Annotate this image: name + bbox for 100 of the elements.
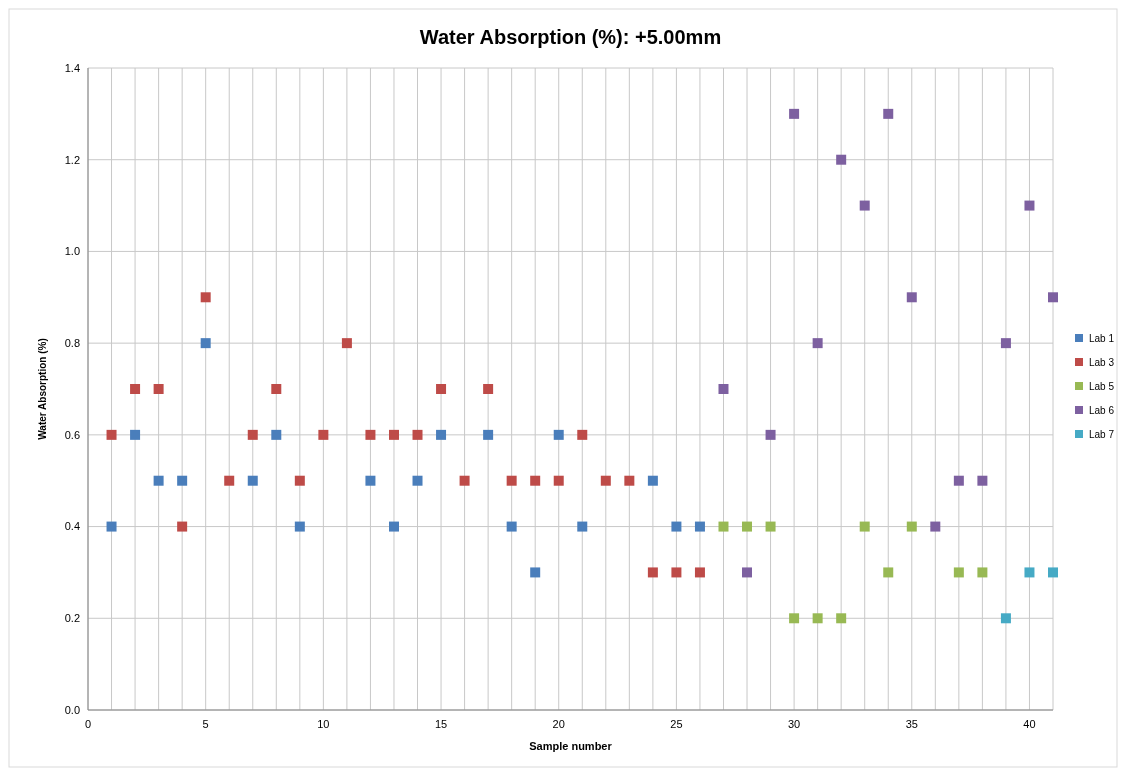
x-tick-label: 35	[905, 718, 918, 730]
point	[130, 429, 141, 440]
point	[647, 567, 658, 578]
point	[506, 475, 517, 486]
point	[765, 521, 776, 532]
point	[130, 384, 141, 394]
point	[200, 338, 211, 349]
point	[789, 613, 800, 624]
point	[671, 567, 682, 578]
point	[271, 384, 282, 394]
point	[742, 567, 753, 578]
point	[812, 613, 823, 624]
point	[600, 475, 611, 486]
point	[177, 521, 188, 532]
point	[388, 521, 399, 532]
point	[106, 521, 117, 532]
point	[530, 567, 541, 578]
point	[341, 338, 352, 349]
point	[294, 475, 305, 486]
y-axis-title: Water Absorption (%)	[37, 338, 48, 440]
point	[459, 475, 470, 486]
point	[953, 475, 964, 486]
point	[859, 521, 870, 532]
point	[836, 154, 847, 165]
x-tick-label: 0	[84, 718, 92, 730]
point	[883, 567, 894, 578]
point	[153, 475, 164, 486]
point	[1000, 338, 1011, 349]
point	[906, 521, 917, 532]
point	[412, 429, 423, 440]
y-tick-label: 0.0	[64, 703, 80, 716]
legend-label: Lab 6	[1089, 404, 1115, 416]
point	[953, 567, 964, 578]
x-tick-label: 20	[552, 718, 565, 730]
point	[200, 292, 211, 303]
point	[177, 475, 188, 486]
point	[577, 521, 588, 532]
point	[1048, 567, 1058, 578]
x-tick-label: 15	[434, 718, 448, 730]
chart-title: Water Absorption (%): +5.00mm	[419, 26, 722, 48]
point	[742, 521, 753, 532]
point	[412, 475, 423, 486]
point	[436, 429, 447, 440]
y-tick-label: 0.6	[64, 428, 80, 441]
point	[224, 475, 235, 486]
x-tick-label: 5	[202, 718, 209, 730]
x-tick-label: 25	[670, 718, 683, 730]
point	[789, 108, 800, 119]
point	[624, 475, 635, 486]
point	[718, 521, 729, 532]
point	[977, 475, 988, 486]
x-axis-title: Sample number	[529, 740, 613, 752]
point	[859, 200, 870, 211]
point	[1048, 292, 1058, 303]
point	[671, 521, 682, 532]
point	[930, 521, 941, 532]
point	[647, 475, 658, 486]
legend-label: Lab 3	[1089, 356, 1115, 368]
point	[1024, 200, 1035, 211]
point	[365, 429, 376, 440]
legend-label: Lab 7	[1089, 428, 1115, 440]
point	[483, 429, 494, 440]
point	[553, 429, 564, 440]
point	[436, 384, 447, 394]
x-tick-label: 10	[317, 718, 330, 730]
point	[506, 521, 517, 532]
point	[836, 613, 847, 624]
point	[906, 292, 917, 303]
point	[694, 521, 705, 532]
point	[388, 429, 399, 440]
y-tick-label: 0.2	[64, 612, 80, 625]
point	[106, 429, 117, 440]
x-tick-label: 30	[787, 718, 801, 730]
point	[883, 108, 894, 119]
point	[530, 475, 541, 486]
point	[153, 384, 164, 394]
y-tick-label: 0.4	[64, 520, 80, 533]
point	[718, 384, 729, 394]
point	[765, 429, 776, 440]
point	[271, 429, 282, 440]
x-tick-label: 40	[1023, 718, 1036, 730]
point	[365, 475, 376, 486]
point	[247, 475, 258, 486]
legend-label: Lab 1	[1089, 332, 1115, 344]
point	[553, 475, 564, 486]
point	[294, 521, 305, 532]
y-tick-label: 0.8	[64, 336, 80, 349]
y-tick-label: 1.0	[64, 245, 80, 258]
point	[247, 429, 258, 440]
point	[1024, 567, 1035, 578]
point	[577, 429, 588, 440]
y-tick-label: 1.2	[64, 153, 80, 166]
point	[483, 384, 494, 394]
point	[694, 567, 705, 578]
point	[812, 338, 823, 349]
y-tick-label: 1.4	[64, 61, 80, 74]
point	[318, 429, 329, 440]
point	[1000, 613, 1011, 624]
point	[977, 567, 988, 578]
legend-label: Lab 5	[1089, 380, 1115, 392]
